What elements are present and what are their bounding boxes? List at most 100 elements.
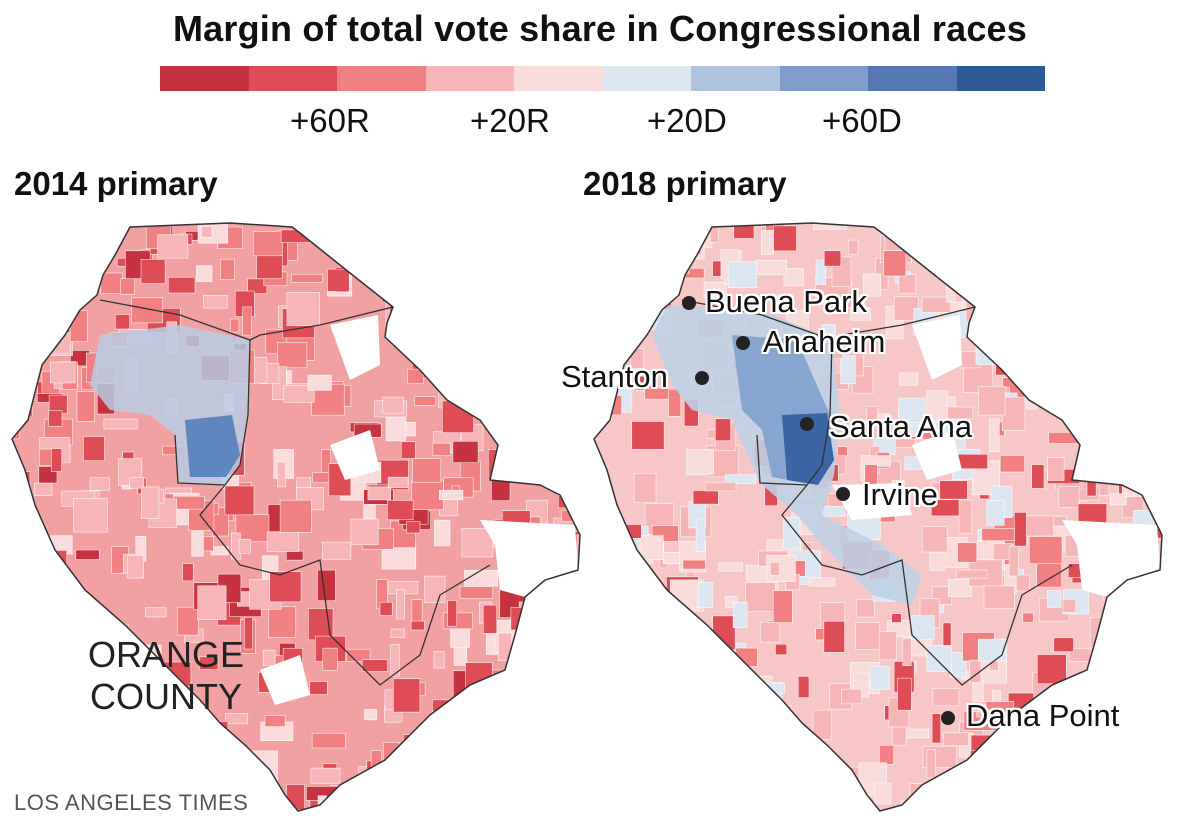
precinct-cell: [196, 265, 213, 282]
precinct-cell: [19, 680, 29, 699]
precinct-cell: [157, 234, 189, 259]
precinct-cell: [447, 600, 458, 627]
precinct-cell: [525, 768, 544, 785]
precinct-cell: [286, 550, 304, 561]
county-label: ORANGE COUNTY: [88, 634, 244, 718]
precinct-cell: [373, 778, 395, 797]
map-2014: [11, 222, 581, 812]
precinct-cell: [12, 373, 31, 389]
precinct-cell: [164, 734, 186, 768]
precinct-cell: [1043, 809, 1069, 811]
precinct-cell: [100, 272, 123, 294]
precinct-cell: [811, 740, 822, 766]
precinct-cell: [594, 244, 600, 265]
precinct-cell: [518, 601, 553, 622]
precinct-cell: [1153, 272, 1162, 289]
precinct-cell: [12, 759, 29, 788]
city-label-irvine: Irvine: [862, 477, 938, 512]
legend-swatch-9: [868, 66, 957, 91]
precinct-cell: [311, 732, 346, 749]
precinct-cell: [463, 726, 475, 746]
precinct-cell: [211, 770, 244, 781]
precinct-cell: [200, 747, 210, 769]
precinct-cell: [663, 813, 677, 815]
precinct-cell: [427, 361, 444, 377]
precinct-cell: [522, 261, 539, 288]
precinct-cell: [1136, 781, 1156, 805]
map-2018-white-area-3: [832, 483, 912, 520]
precinct-cell: [961, 788, 971, 811]
precinct-cell: [497, 765, 509, 788]
precinct-cell: [1132, 286, 1162, 310]
precinct-cell: [453, 303, 477, 327]
precinct-cell: [51, 319, 71, 329]
precinct-cell: [633, 472, 657, 503]
precinct-cell: [1118, 605, 1149, 637]
precinct-cell: [48, 410, 63, 427]
precinct-cell: [406, 521, 421, 534]
precinct-cell: [41, 620, 57, 639]
precinct-cell: [455, 223, 469, 248]
precinct-cell: [12, 305, 16, 317]
precinct-cell: [269, 571, 302, 603]
precinct-cell: [1172, 320, 1192, 339]
precinct-cell: [998, 731, 1032, 751]
precinct-cell: [956, 569, 988, 579]
precinct-cell: [455, 365, 482, 378]
precinct-cell: [286, 784, 305, 810]
precinct-cell: [1069, 402, 1101, 435]
precinct-cell: [601, 239, 623, 262]
precinct-cell: [932, 688, 960, 707]
precinct-cell: [396, 589, 405, 620]
precinct-cell: [12, 246, 42, 277]
precinct-cell: [468, 690, 480, 711]
precinct-cell: [1160, 278, 1162, 309]
map-2018: [593, 222, 1200, 815]
precinct-cell: [187, 753, 216, 777]
precinct-cell: [594, 455, 597, 482]
precinct-cell: [840, 355, 856, 385]
legend-swatch-1: [160, 66, 249, 91]
precinct-cell: [346, 648, 371, 662]
precinct-cell: [224, 485, 255, 516]
precinct-cell: [538, 715, 554, 738]
precinct-cell: [487, 237, 499, 258]
precinct-cell: [309, 681, 328, 695]
precinct-cell: [986, 500, 1005, 526]
precinct-cell: [1115, 322, 1133, 339]
precinct-cell: [629, 714, 643, 746]
precinct-cell: [1181, 412, 1200, 421]
legend-swatch-4: [425, 66, 514, 91]
precinct-cell: [921, 296, 952, 313]
precinct-cell: [244, 616, 253, 650]
county-label-line-1: ORANGE: [88, 634, 245, 675]
precinct-cell: [515, 706, 537, 728]
precinct-cell: [47, 319, 71, 355]
precinct-cell: [307, 374, 332, 391]
precinct-cell: [733, 223, 755, 239]
precinct-cell: [264, 715, 286, 727]
precinct-cell: [49, 361, 76, 384]
precinct-cell: [604, 648, 626, 667]
precinct-cell: [1029, 536, 1063, 565]
precinct-cell: [772, 590, 793, 623]
precinct-cell: [1104, 303, 1131, 336]
county-label-line-2: COUNTY: [90, 676, 243, 717]
precinct-cell: [1139, 333, 1152, 355]
precinct-cell: [1048, 295, 1081, 308]
precinct-cell: [643, 789, 668, 811]
legend-label-20d: +20D: [647, 102, 727, 139]
precinct-cell: [348, 239, 367, 257]
precinct-cell: [536, 422, 551, 442]
precinct-cell: [439, 489, 464, 500]
precinct-cell: [461, 776, 490, 794]
precinct-cell: [756, 259, 787, 275]
precinct-cell: [849, 307, 872, 321]
precinct-cell: [230, 318, 240, 333]
precinct-cell: [547, 706, 570, 720]
precinct-cell: [1085, 401, 1102, 416]
precinct-cell: [286, 292, 320, 326]
precinct-cell: [501, 280, 535, 298]
precinct-cell: [436, 810, 452, 811]
precinct-cell: [705, 482, 737, 492]
